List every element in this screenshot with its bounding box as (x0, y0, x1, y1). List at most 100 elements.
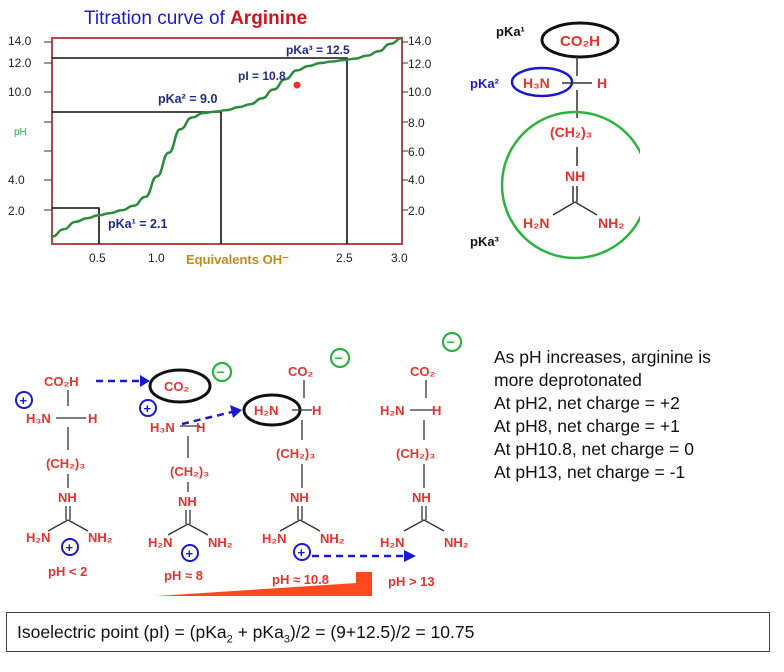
y-tick-left-2: 2.0 (8, 204, 25, 218)
form2-h: H (196, 420, 205, 435)
annotation-pka1: pKa¹ = 2.1 (108, 217, 167, 231)
form1-carboxyl: CO₂H (44, 374, 79, 389)
titration-curve (51, 36, 403, 238)
carboxyl-group: CO₂H (560, 33, 600, 50)
form2-h2n: H₂N (148, 535, 173, 550)
form2-nh: NH (178, 494, 197, 509)
formula-sub1: 2 (226, 633, 233, 646)
guanidino-h2n: H₂N (523, 215, 549, 231)
ph-gradient-block (356, 572, 372, 596)
form2-carboxyl: CO₂ (164, 379, 190, 394)
y-tick-left-10: 10.0 (8, 85, 32, 99)
formula-part1: Isoelectric point (pI) = (pKa (17, 622, 227, 642)
plus-charge-icon (293, 543, 311, 561)
ph-gradient-wedge (156, 582, 372, 596)
annotation-pi: pI = 10.8 (238, 69, 286, 83)
form1-nh2: NH₂ (88, 530, 113, 545)
annotation-pka2: pKa² = 9.0 (158, 92, 217, 106)
plus-charge-icon (15, 391, 33, 409)
minus-charge-glyph: − (335, 350, 343, 366)
deprotonation-arrow (181, 410, 233, 426)
plus-charge-glyph: + (144, 401, 152, 416)
form3-ph: pH ≈ 10.8 (272, 572, 329, 587)
side-chain: (CH₂)₃ (550, 124, 592, 140)
form3-chain: (CH₂)₃ (276, 446, 315, 461)
chart-title: Titration curve of Arginine (84, 8, 307, 29)
plus-charge-icon (61, 538, 79, 556)
y-tick-right-14: 14.0 (408, 34, 432, 48)
form4-nh: NH (412, 490, 431, 505)
formula-sub2: 3 (283, 633, 290, 646)
form4-carboxyl: CO₂ (410, 364, 436, 379)
note-line: As pH increases, arginine is (494, 347, 711, 367)
form1-chain: (CH₂)₃ (46, 456, 85, 471)
form2-amine: H₃N (150, 420, 175, 435)
form3-amine: H₂N (254, 403, 279, 418)
side-nh: NH (565, 168, 585, 184)
pka2-label: pKa² (470, 76, 500, 91)
form1-ph: pH < 2 (48, 564, 87, 579)
alpha-amine: H₃N (523, 75, 550, 91)
plus-charge-icon (181, 544, 199, 562)
arrow-head (140, 375, 150, 387)
pka1-label: pKa¹ (496, 24, 525, 39)
pi-point (293, 81, 301, 89)
x-tick-1.0: 1.0 (148, 251, 165, 265)
form3-h2n: H₂N (262, 531, 287, 546)
y-tick-right-10: 10.0 (408, 85, 432, 99)
bond (574, 201, 598, 216)
form1-nh: NH (58, 490, 77, 505)
form-ph-lt-2: CO₂H + H₃N H (CH₂)₃ NH H₂N NH₂ + pH < 2 (15, 374, 113, 579)
y-tick-right-12: 12.0 (408, 57, 432, 71)
plus-charge-glyph: + (66, 540, 74, 555)
formula-part2: + pKa (232, 622, 284, 642)
tick-marks (44, 41, 408, 211)
ionic-forms: CO₂H + H₃N H (CH₂)₃ NH H₂N NH₂ + pH < 2 … (15, 331, 469, 596)
formula-part3: )/2 = (9+12.5)/2 = 10.75 (289, 622, 475, 642)
x-tick-2.5: 2.5 (336, 251, 353, 265)
y-tick-right-6: 6.0 (408, 145, 425, 159)
deprotonation-notes: As pH increases, arginine is more deprot… (494, 346, 711, 484)
form1-h2n: H₂N (26, 530, 51, 545)
plus-charge-glyph: + (186, 546, 194, 561)
y-axis-label: pH (14, 127, 27, 138)
chart-title-emphasis: Arginine (230, 8, 307, 29)
form4-ph: pH > 13 (388, 574, 435, 589)
y-tick-left-14: 14.0 (8, 34, 32, 48)
note-line: At pH10.8, net charge = 0 (494, 439, 694, 459)
form4-amine: H₂N (380, 403, 405, 418)
form-ph-gt-13: − CO₂ H₂N H (CH₂)₃ NH H₂N NH₂ pH > 13 (380, 331, 469, 589)
minus-charge-icon (329, 347, 351, 369)
minus-charge-glyph: − (217, 364, 225, 380)
form4-chain: (CH₂)₃ (396, 446, 435, 461)
form3-nh2: NH₂ (320, 531, 345, 546)
carboxylate-circle (148, 368, 212, 404)
form3-nh: NH (290, 490, 309, 505)
form4-nh2: NH₂ (444, 535, 469, 550)
x-axis-label: Equivalents OH⁻ (186, 252, 289, 267)
annotation-pka3: pKa³ = 12.5 (286, 43, 350, 57)
minus-charge-icon (441, 331, 463, 353)
y-tick-left-4: 4.0 (8, 173, 25, 187)
form3-h: H (312, 403, 321, 418)
guanidinium-circle (500, 110, 640, 260)
note-line: At pH8, net charge = +1 (494, 416, 680, 436)
y-tick-right-4: 4.0 (408, 173, 425, 187)
form4-h: H (432, 403, 441, 418)
titration-chart: Titration curve of Arginine 14.0 12.0 10… (8, 8, 432, 267)
arginine-structure: pKa¹ CO₂H pKa² H₃N H (CH₂)₃ NH H₂N NH₂ p… (470, 21, 640, 260)
minus-charge-glyph: − (447, 334, 455, 350)
bond (552, 201, 576, 216)
carboxyl-circle (540, 21, 620, 59)
form-ph-8: CO₂ − + H₃N H (CH₂)₃ NH H₂N NH₂ + pH ≈ 8 (139, 361, 233, 583)
arrow-head (230, 405, 242, 418)
plot-frame (51, 37, 403, 245)
form2-ph: pH ≈ 8 (164, 568, 203, 583)
plus-charge-icon (139, 399, 157, 417)
plus-charge-glyph: + (20, 393, 28, 408)
form1-amine: H₃N (26, 411, 51, 426)
form2-chain: (CH₂)₃ (170, 464, 209, 479)
arrow-head (404, 550, 416, 562)
form-ph-10-8: CO₂ − H₂N H (CH₂)₃ NH H₂N NH₂ + pH ≈ 10.… (242, 347, 351, 587)
pka3-label: pKa³ (470, 234, 500, 249)
